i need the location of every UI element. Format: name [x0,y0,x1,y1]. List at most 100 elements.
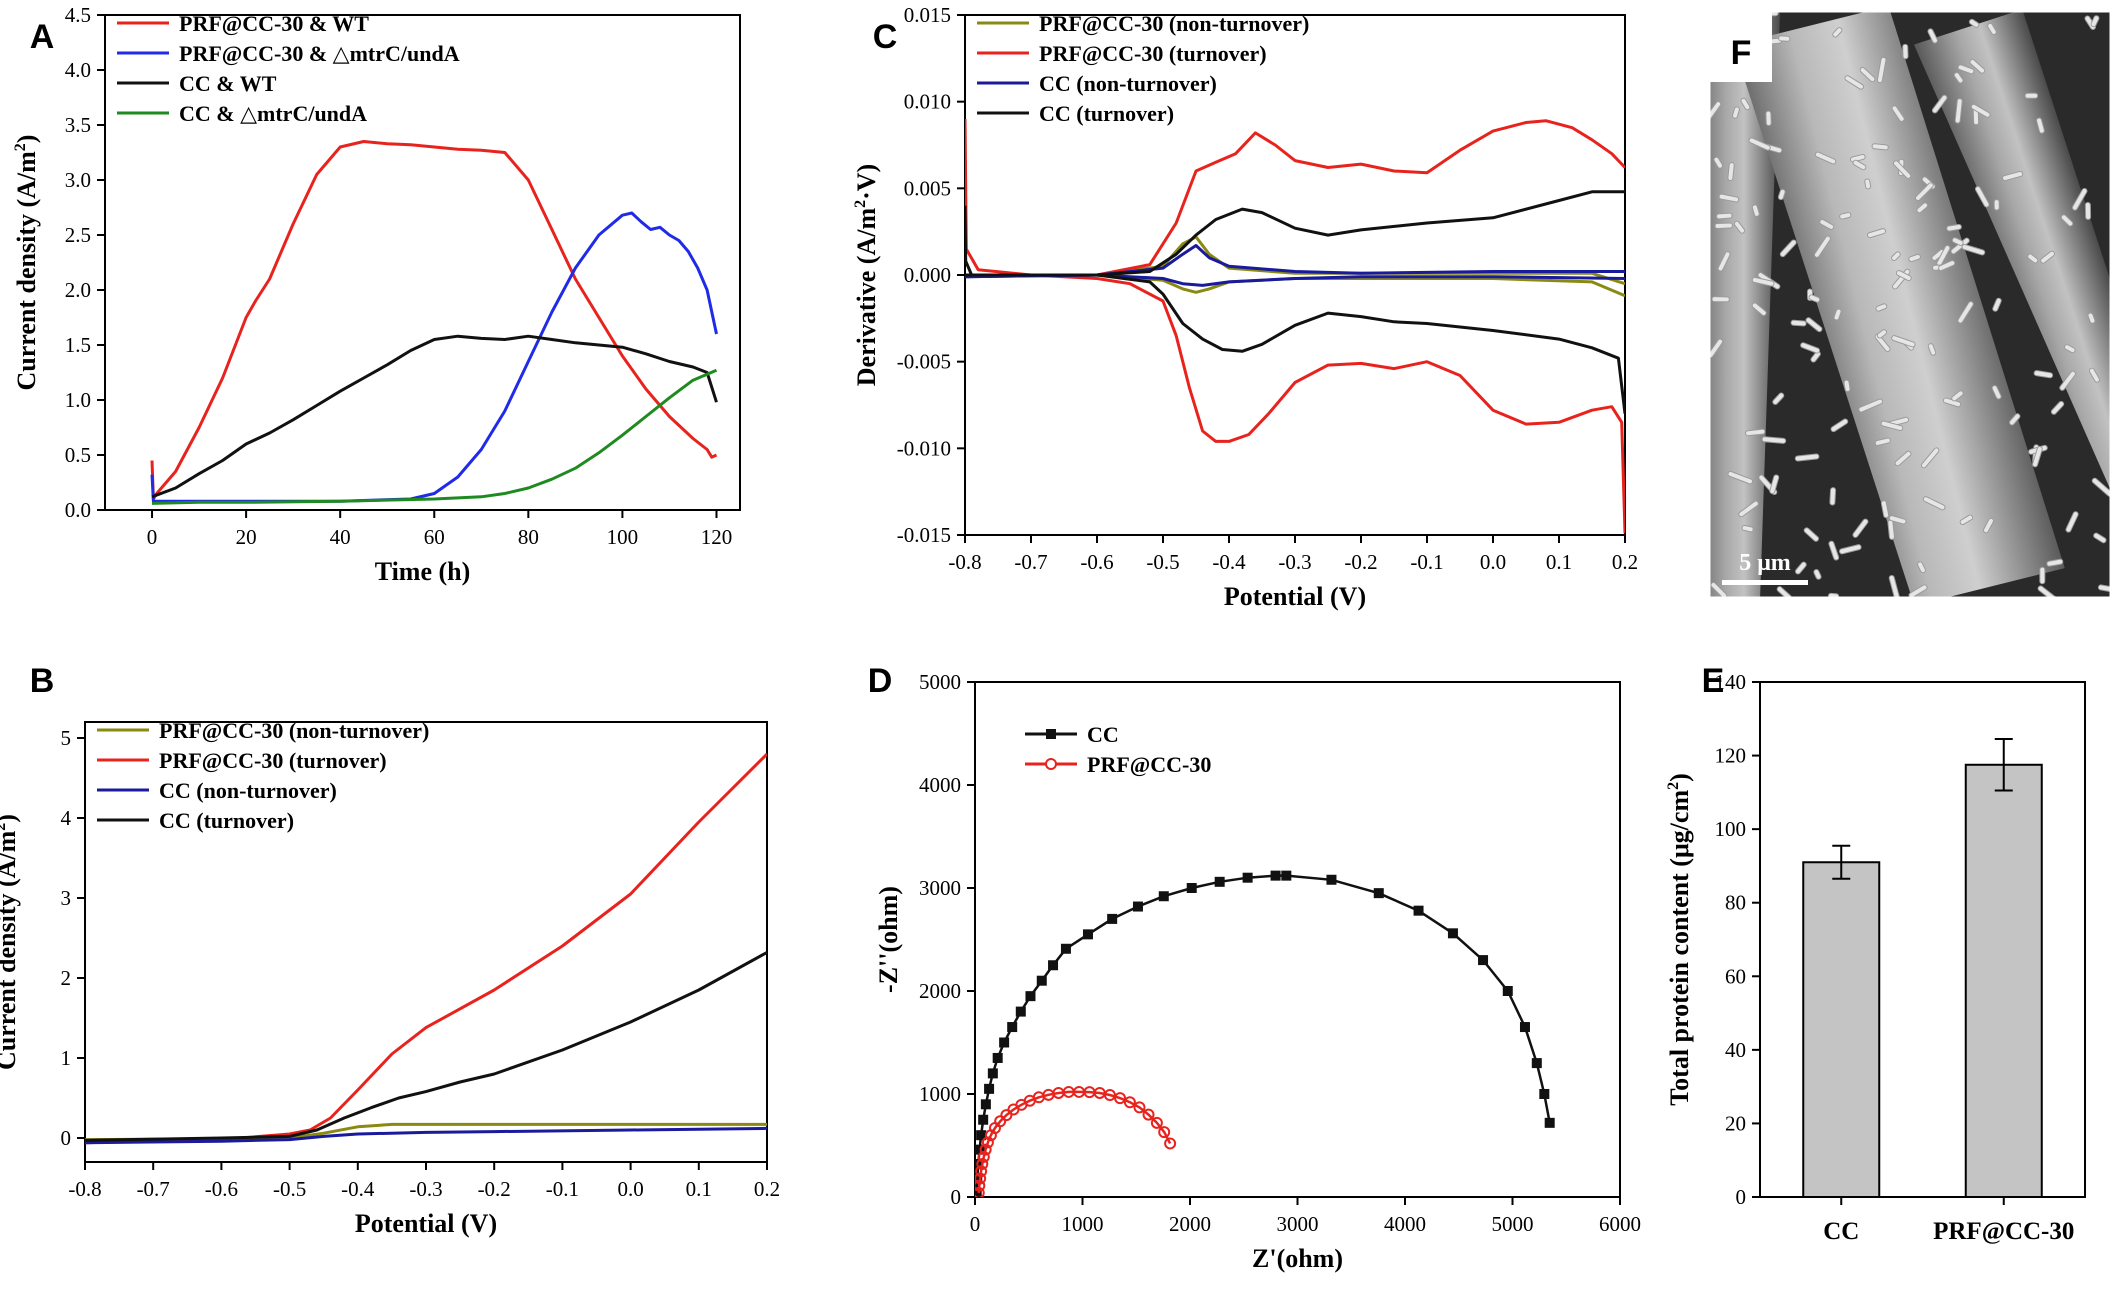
y-tick-label: 4000 [919,773,961,797]
bacterium [2036,117,2045,134]
bacterium [1894,450,1912,467]
series-line [150,211,718,503]
bacterium [1888,515,1907,525]
x-tick-label: 120 [701,525,733,549]
data-point [1060,943,1071,954]
bacterium [1827,592,1840,597]
data-point [994,1115,1007,1128]
superscript: 2 [1665,782,1682,790]
x-tick-label: 0.2 [754,1177,780,1201]
bacterium [1874,333,1891,352]
data-point [1214,876,1225,887]
plot-frame [104,14,741,511]
x-tick-label: 40 [330,525,351,549]
y-tick-label: 0 [1736,1185,1747,1209]
bacterium [1927,343,1937,356]
bacterium [1710,582,1728,597]
bacterium [1917,561,1926,574]
legend-marker [1046,729,1056,739]
bacterium [1970,103,1991,118]
y-tick-label: 1.0 [65,388,91,412]
label-rest: ) [1665,773,1694,782]
panel-letter: B [30,662,55,700]
bacterium [1839,212,1852,220]
superscript: 2 [12,143,29,151]
sem-fiber-3 [1913,12,2110,586]
x-tick-label: 20 [236,525,257,549]
bacterium [1777,188,1786,201]
superscript: 2 [852,200,869,208]
scale-bar-label: 5 μm [1739,550,1791,576]
data-point [999,1037,1010,1048]
data-point [1447,928,1458,939]
x-tick-label: -0.7 [1014,550,1047,574]
bacterium [1751,276,1775,287]
series-line [965,244,1625,279]
bacterium [1859,67,1876,83]
x-tick-label: 0.2 [1612,550,1638,574]
bacterium [1920,447,1940,469]
y-tick-label: 1000 [919,1082,961,1106]
x-tick-label: -0.1 [1410,550,1443,574]
bacterium [1803,527,1820,542]
label-rest: ) [12,135,41,144]
y-axis-label: -Z''(ohm) [874,886,903,993]
x-tick-label: -0.3 [1278,550,1311,574]
x-tick-label: 6000 [1599,1212,1641,1236]
data-point [1007,1022,1018,1033]
bacterium [1839,544,1862,555]
bacterium [1876,56,1887,84]
bacterium [1852,159,1867,171]
y-tick-label: 20 [1725,1111,1746,1135]
x-tick-label: -0.4 [341,1177,375,1201]
y-tick-label: 3.5 [65,113,91,137]
bacterium [1927,28,1938,44]
y-tick-label: -0.010 [897,436,951,460]
bacterium [2064,344,2076,354]
data-point [1544,1117,1555,1128]
bacterium [1957,301,1974,324]
data-point [1133,1101,1146,1114]
bacterium [1711,296,1730,303]
panel-c: -0.8 -0.7 -0.6 -0.5 -0.4 -0.3 -0.2 -0.1 0.0 0.1 0.… [852,3,1638,611]
bacterium [1908,253,1921,263]
bacterium [1832,27,1843,38]
series-line [965,118,1625,277]
y-tick-label: 0.015 [904,3,951,27]
x-tick-label: 3000 [1277,1212,1319,1236]
y-axis-label-text: -Z''(ohm) [874,886,903,993]
x-tick-label: 2000 [1169,1212,1211,1236]
bacterium [1953,72,1964,84]
x-tick-label: 0.1 [1546,550,1572,574]
bacterium [1893,160,1912,179]
legend-label: CC (non-turnover) [159,778,337,803]
bacterium [1790,319,1807,327]
bacterium [1800,342,1820,354]
data-point [1531,1058,1542,1069]
bacterium [1951,390,1964,402]
series-line [151,334,718,499]
bacterium [1733,220,1746,234]
bacterium [1895,270,1912,282]
bacterium [2059,370,2076,391]
data-point [1158,891,1169,902]
bacterium [2046,558,2064,567]
bacterium [1778,35,1791,42]
bacterium [1891,251,1901,262]
legend-marker [1045,758,1057,770]
y-axis-label: Total protein content (μg/cm2) [1665,773,1694,1106]
data-point [975,1179,986,1192]
bacterium [2050,400,2065,415]
bacterium [1991,385,2002,400]
y-tick-label: 3 [61,886,72,910]
legend-label: PRF@CC-30 (turnover) [1039,41,1267,66]
y-axis-label: Derivative (A/m2·V) [852,164,881,386]
bacterium [2060,214,2074,227]
x-tick-label: 5000 [1492,1212,1534,1236]
bacterium [1880,420,1904,432]
bacterium [1974,186,1990,208]
bacterium [1808,294,1821,303]
bacterium [2040,250,2055,264]
bacterium [1931,94,1948,114]
y-tick-label: 1.5 [65,333,91,357]
